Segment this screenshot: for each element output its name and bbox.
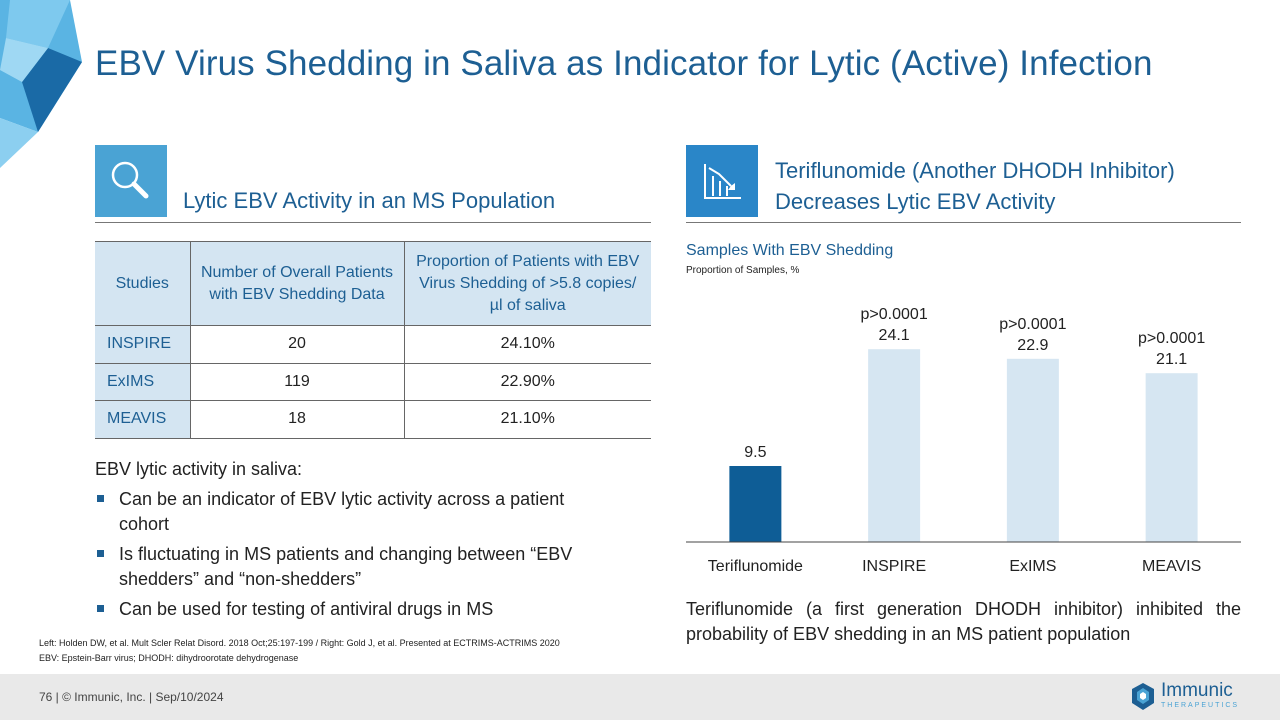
list-item: Can be an indicator of EBV lytic activit… xyxy=(95,487,615,537)
footnote-references: Left: Holden DW, et al. Mult Scler Relat… xyxy=(39,638,560,648)
bar-chart: 9.5 Teriflunomide 24.1 p>0.0001 INSPIRE 22.9 p… xyxy=(686,306,1241,575)
data-label: 9.5 xyxy=(744,444,766,461)
footer: 76 | © Immunic, Inc. | Sep/10/2024 Immun… xyxy=(0,674,1280,720)
patients-cell: 18 xyxy=(189,400,404,439)
bar xyxy=(868,349,921,542)
proportion-cell: 22.90% xyxy=(403,363,651,401)
data-label: 22.9 xyxy=(1017,337,1048,354)
company-logo: Immunic THERAPEUTICS xyxy=(1131,681,1239,712)
bullet-square-icon xyxy=(97,495,104,502)
magnifier-icon xyxy=(95,145,167,217)
bullet-text: Is fluctuating in MS patients and changi… xyxy=(119,544,573,589)
data-label: 21.1 xyxy=(1156,351,1187,368)
right-heading-line-2: Decreases Lytic EBV Activity xyxy=(775,189,1056,214)
studies-table: Studies Number of Overall Patients with … xyxy=(95,241,651,439)
right-heading-divider xyxy=(686,222,1241,223)
left-heading-divider xyxy=(95,222,651,223)
data-label: 24.1 xyxy=(879,327,910,344)
table-header-studies: Studies xyxy=(95,241,190,326)
bullets-title: EBV lytic activity in saliva: xyxy=(95,459,303,479)
left-section-heading: Lytic EBV Activity in an MS Population xyxy=(183,188,556,213)
chart-conclusion: Teriflunomide (a first generation DHODH … xyxy=(686,599,1241,644)
logo-name: Immunic xyxy=(1161,680,1233,701)
table-row: ExIMS 119 22.90% xyxy=(95,363,651,401)
study-name-cell: ExIMS xyxy=(95,363,190,401)
bullet-text: Can be used for testing of antiviral dru… xyxy=(119,599,494,619)
right-heading-line-1: Teriflunomide (Another DHODH Inhibitor) xyxy=(775,158,1175,183)
right-section-heading: Teriflunomide (Another DHODH Inhibitor) … xyxy=(775,155,1175,217)
x-tick-label: MEAVIS xyxy=(1142,558,1201,575)
bar xyxy=(1145,373,1198,542)
logo-mark-icon xyxy=(1132,682,1154,710)
p-value-annotation: p>0.0001 xyxy=(861,306,928,323)
study-name-cell: MEAVIS xyxy=(95,400,190,439)
list-item: Can be used for testing of antiviral dru… xyxy=(95,597,615,622)
footnotes: Left: Holden DW, et al. Mult Scler Relat… xyxy=(39,636,560,666)
bullet-square-icon xyxy=(97,550,104,557)
table-row: INSPIRE 20 24.10% xyxy=(95,325,651,364)
page-title: EBV Virus Shedding in Saliva as Indicato… xyxy=(95,44,1153,83)
bullet-text: Can be an indicator of EBV lytic activit… xyxy=(119,489,565,534)
table-header-row: Studies Number of Overall Patients with … xyxy=(95,241,651,326)
table-header-proportion: Proportion of Patients with EBV Virus Sh… xyxy=(403,241,651,326)
p-value-annotation: p>0.0001 xyxy=(999,316,1066,333)
study-name-cell: INSPIRE xyxy=(95,325,190,364)
list-item: Is fluctuating in MS patients and changi… xyxy=(95,542,615,592)
footnote-abbreviations: EBV: Epstein-Barr virus; DHODH: dihydroo… xyxy=(39,653,299,663)
proportion-cell: 21.10% xyxy=(403,400,651,439)
patients-cell: 20 xyxy=(189,325,404,364)
bullet-list: Can be an indicator of EBV lytic activit… xyxy=(95,487,615,627)
p-value-annotation: p>0.0001 xyxy=(1138,330,1205,347)
footer-text: 76 | © Immunic, Inc. | Sep/10/2024 xyxy=(39,690,224,704)
corner-decoration xyxy=(0,0,90,180)
x-tick-label: INSPIRE xyxy=(862,558,926,575)
bullet-square-icon xyxy=(97,605,104,612)
x-tick-label: Teriflunomide xyxy=(708,558,803,575)
logo-tagline: THERAPEUTICS xyxy=(1161,702,1240,709)
bar xyxy=(1006,358,1059,542)
proportion-cell: 24.10% xyxy=(403,325,651,364)
table-row: MEAVIS 18 21.10% xyxy=(95,400,651,439)
table-header-patients: Number of Overall Patients with EBV Shed… xyxy=(189,241,404,326)
declining-bar-chart-icon xyxy=(686,145,758,217)
chart-subtitle: Proportion of Samples, % xyxy=(686,265,800,276)
patients-cell: 119 xyxy=(189,363,404,401)
x-tick-label: ExIMS xyxy=(1009,558,1056,575)
bar xyxy=(729,466,782,542)
chart-title: Samples With EBV Shedding xyxy=(686,242,894,259)
